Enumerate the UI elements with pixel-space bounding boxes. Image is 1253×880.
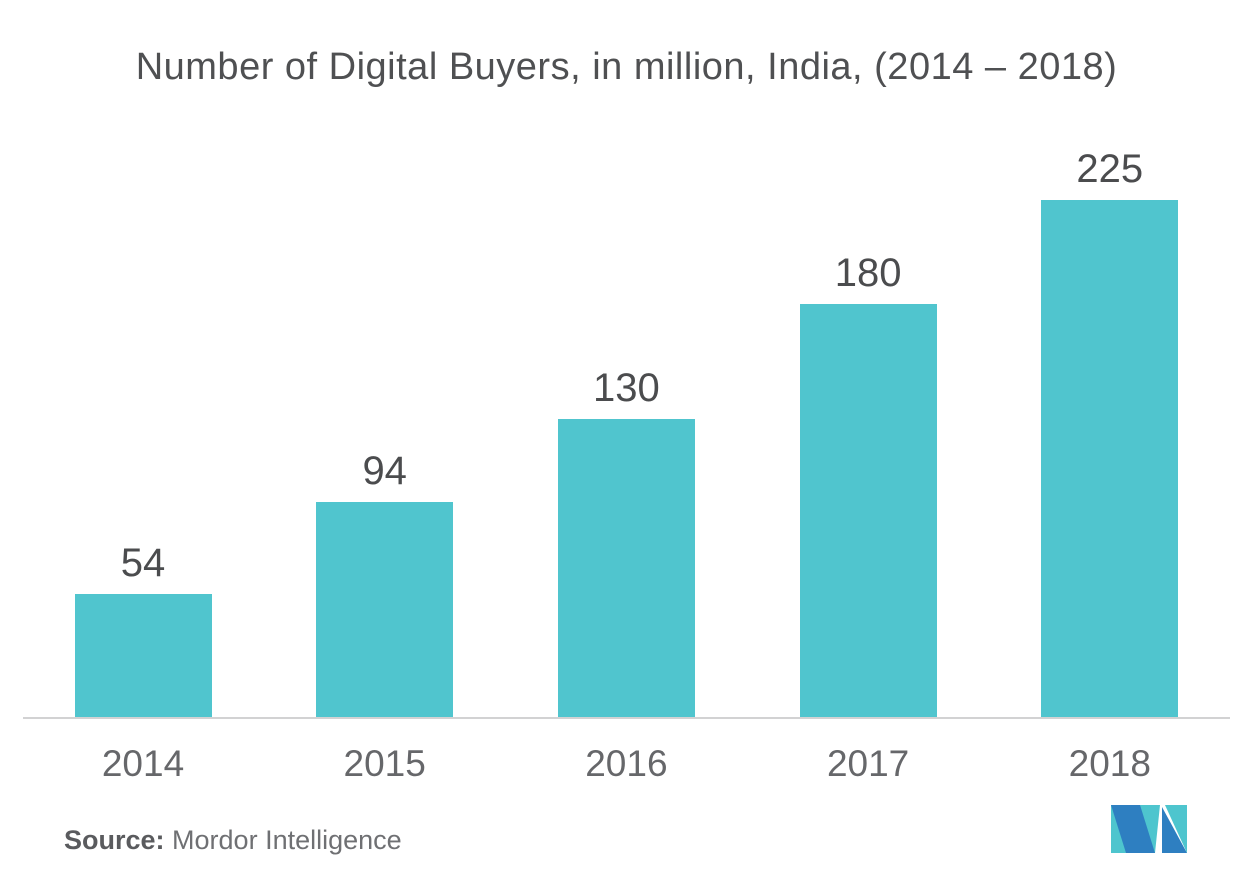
bar-value-label: 54 xyxy=(120,541,166,585)
x-axis-label: 2014 xyxy=(101,743,185,784)
bar-2014 xyxy=(74,594,212,718)
bar-group-2018: 225 2018 xyxy=(1041,149,1179,782)
x-axis-label: 2015 xyxy=(343,743,426,784)
bar-group-2015: 94 2015 xyxy=(316,451,454,782)
source-note: Source: Mordor Intelligence xyxy=(64,824,402,856)
x-axis-label: 2017 xyxy=(826,743,910,784)
x-axis-line xyxy=(23,717,1230,719)
logo-left-blue-band xyxy=(1111,805,1155,853)
source-label: Source: xyxy=(64,825,165,855)
chart-title: Number of Digital Buyers, in million, In… xyxy=(135,46,1118,88)
source-text: Mordor Intelligence xyxy=(172,825,402,855)
bar-2015 xyxy=(316,502,454,718)
bar-group-2014: 54 2014 xyxy=(74,543,212,782)
x-axis-label: 2018 xyxy=(1068,743,1151,784)
bar-group-2017: 180 2017 xyxy=(799,253,937,782)
bar-2016 xyxy=(557,419,695,718)
bar-group-2016: 130 2016 xyxy=(557,368,695,782)
x-axis-label: 2016 xyxy=(585,743,668,784)
bar-value-label: 180 xyxy=(834,251,902,295)
bar-value-label: 94 xyxy=(362,449,407,493)
logo-right-blue-shape xyxy=(1162,807,1187,853)
bar-2017 xyxy=(799,304,937,718)
bar-2018 xyxy=(1041,200,1179,718)
bar-value-label: 225 xyxy=(1076,147,1144,191)
mordor-intelligence-logo xyxy=(1111,805,1187,853)
logo-right-teal-shape xyxy=(1165,805,1187,853)
bar-value-label: 130 xyxy=(593,366,660,410)
